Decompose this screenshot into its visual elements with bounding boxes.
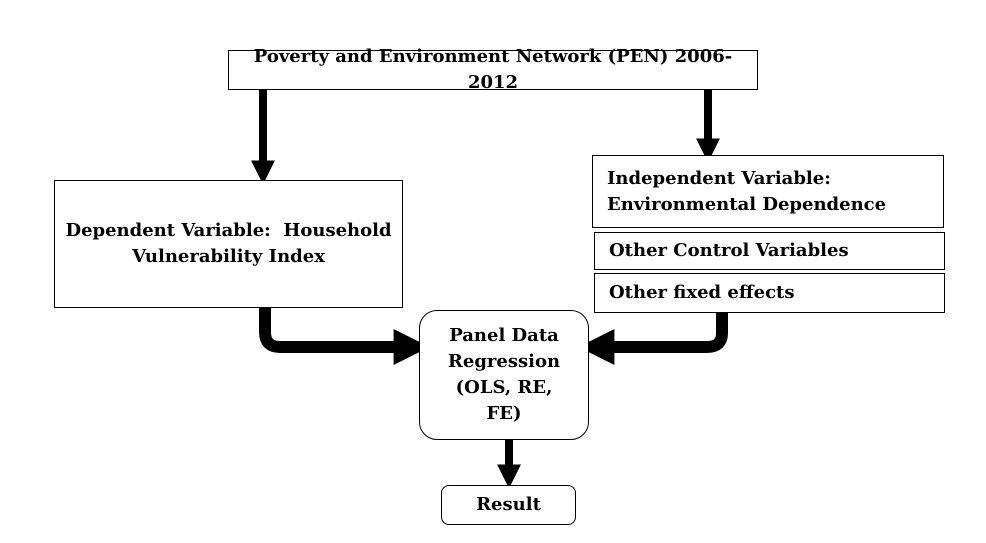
fixed-effects-box: Other fixed effects (594, 273, 945, 313)
regression-line2: Regression (447, 351, 561, 372)
arrow-controls-to-regression (578, 313, 728, 365)
control-variables-box: Other Control Variables (594, 232, 945, 270)
independent-variable-line1: Independent Variable: (607, 167, 831, 189)
result-label: Result (476, 494, 541, 515)
dependent-variable-line2: Vulnerability Index (132, 246, 325, 267)
result-box: Result (441, 485, 576, 525)
regression-line4: FE) (486, 403, 522, 424)
control-variables-label: Other Control Variables (609, 240, 849, 261)
independent-variable-box: Independent Variable: Environmental Depe… (592, 155, 944, 228)
dependent-variable-line1: Dependent Variable: Household (65, 220, 392, 241)
fixed-effects-label: Other fixed effects (609, 282, 795, 303)
source-data-box: Poverty and Environment Network (PEN) 20… (228, 46, 758, 93)
regression-line1: Panel Data (449, 325, 559, 346)
source-data-label: Poverty and Environment Network (PEN) 20… (253, 46, 733, 93)
regression-box: Panel Data Regression (OLS, RE, FE) (419, 310, 589, 440)
regression-line3: (OLS, RE, (455, 377, 553, 398)
arrow-dependent-to-regression (259, 308, 430, 365)
independent-variable-line2: Environmental Dependence (607, 193, 887, 215)
dependent-variable-box: Dependent Variable: Household Vulnerabil… (54, 180, 403, 308)
